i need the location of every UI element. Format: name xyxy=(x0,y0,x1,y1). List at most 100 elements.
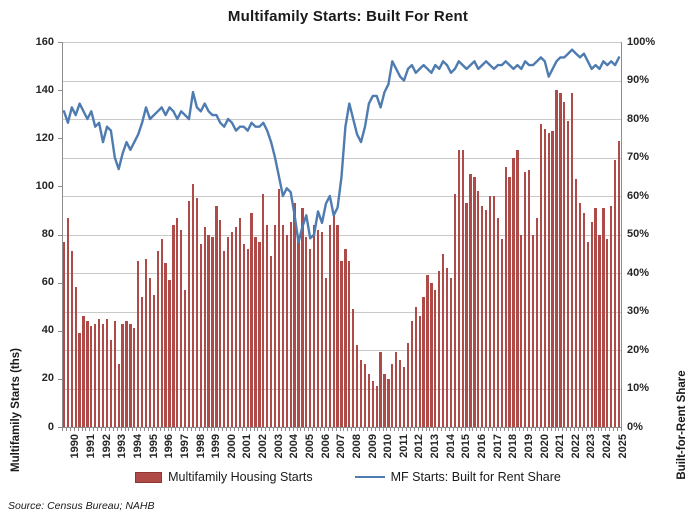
bar xyxy=(305,236,308,427)
right-axis-tick-label: 40% xyxy=(627,266,650,279)
x-axis-minor-tick xyxy=(421,428,423,431)
left-axis-tick xyxy=(58,234,62,236)
left-axis-tick-label: 120 xyxy=(35,131,54,144)
bar xyxy=(355,345,359,427)
bar xyxy=(152,294,155,427)
x-axis-minor-tick xyxy=(226,428,228,431)
x-axis-minor-tick xyxy=(437,428,439,431)
bar xyxy=(129,323,132,427)
x-axis-minor-tick xyxy=(292,428,294,431)
bar xyxy=(590,222,593,427)
bar xyxy=(391,364,394,427)
x-axis-minor-tick xyxy=(499,428,501,431)
x-axis-minor-tick xyxy=(230,428,232,431)
x-axis-minor-tick xyxy=(476,428,478,431)
x-axis-minor-tick xyxy=(429,428,431,431)
x-axis-minor-tick xyxy=(191,428,192,431)
x-axis-minor-tick xyxy=(140,428,142,431)
bar xyxy=(367,374,370,427)
bar xyxy=(543,128,546,427)
bar xyxy=(465,203,468,427)
left-axis-tick-label: 40 xyxy=(41,324,54,337)
x-axis-minor-tick xyxy=(93,428,95,431)
bar xyxy=(226,236,230,427)
x-axis-minor-tick xyxy=(406,428,407,431)
bar xyxy=(578,203,582,427)
bar xyxy=(144,258,148,427)
x-axis-minor-tick xyxy=(194,428,196,431)
x-axis-minor-tick xyxy=(550,428,552,431)
left-axis-tick xyxy=(58,90,62,92)
bar xyxy=(82,316,85,427)
bar xyxy=(168,280,171,427)
x-axis-minor-tick xyxy=(359,428,361,431)
bar xyxy=(402,366,406,427)
bar xyxy=(574,179,578,427)
x-axis-minor-tick xyxy=(562,428,564,431)
x-axis-minor-tick xyxy=(327,428,329,431)
bar xyxy=(191,183,195,427)
bar xyxy=(230,232,234,427)
x-axis-minor-tick xyxy=(116,428,118,431)
bar xyxy=(359,359,363,427)
bar xyxy=(183,289,187,427)
x-axis-minor-tick xyxy=(472,428,474,431)
bar xyxy=(70,251,73,427)
x-axis-minor-tick xyxy=(69,428,71,431)
bar xyxy=(547,133,550,427)
x-axis-minor-tick xyxy=(284,428,286,431)
bar xyxy=(281,224,284,427)
x-axis-minor-tick xyxy=(280,428,282,431)
bar xyxy=(105,318,109,427)
bar xyxy=(86,321,89,427)
bar xyxy=(527,169,531,427)
bar xyxy=(441,253,445,427)
bar xyxy=(180,229,183,427)
x-axis-minor-tick xyxy=(593,428,595,431)
bar xyxy=(312,224,316,427)
bar xyxy=(504,167,507,427)
x-axis-minor-tick xyxy=(558,428,560,431)
bar xyxy=(316,229,320,427)
bar xyxy=(344,248,347,427)
bar xyxy=(137,260,140,427)
x-axis-minor-tick xyxy=(300,428,302,431)
x-axis-minor-tick xyxy=(85,428,87,431)
bar xyxy=(242,244,245,427)
bar xyxy=(484,210,488,427)
x-axis-minor-tick xyxy=(507,428,509,431)
x-axis-minor-tick xyxy=(519,428,521,431)
x-axis-minor-tick xyxy=(570,428,572,431)
legend-item-starts: Multifamily Housing Starts xyxy=(135,470,313,484)
x-axis-minor-tick xyxy=(245,428,247,431)
x-axis-minor-tick xyxy=(456,428,458,431)
left-axis-tick xyxy=(58,330,62,332)
bar xyxy=(449,277,453,427)
bar xyxy=(238,217,241,427)
x-axis-minor-tick xyxy=(488,428,490,431)
x-axis-minor-tick xyxy=(269,428,271,431)
x-axis-minor-tick xyxy=(171,428,173,431)
bar xyxy=(97,318,101,427)
bar xyxy=(211,236,214,427)
bar xyxy=(453,193,456,427)
bar xyxy=(477,191,480,427)
x-axis-minor-tick xyxy=(515,428,517,431)
x-axis-minor-tick xyxy=(105,428,106,431)
x-axis-minor-tick xyxy=(222,428,224,431)
x-axis-minor-tick xyxy=(62,428,63,431)
gridline xyxy=(62,42,621,43)
share-line xyxy=(62,48,621,244)
right-axis-tick-label: 30% xyxy=(627,305,650,317)
bar xyxy=(101,323,105,427)
bar xyxy=(469,174,472,427)
left-axis-tick xyxy=(58,427,62,428)
bar xyxy=(125,321,128,427)
right-axis-title: Built-for-Rent Share xyxy=(676,370,688,480)
x-axis-minor-tick xyxy=(390,428,392,431)
bar xyxy=(610,205,613,427)
x-axis-minor-tick xyxy=(363,428,364,431)
x-axis-minor-tick xyxy=(452,428,454,431)
x-axis-minor-tick xyxy=(605,428,607,431)
